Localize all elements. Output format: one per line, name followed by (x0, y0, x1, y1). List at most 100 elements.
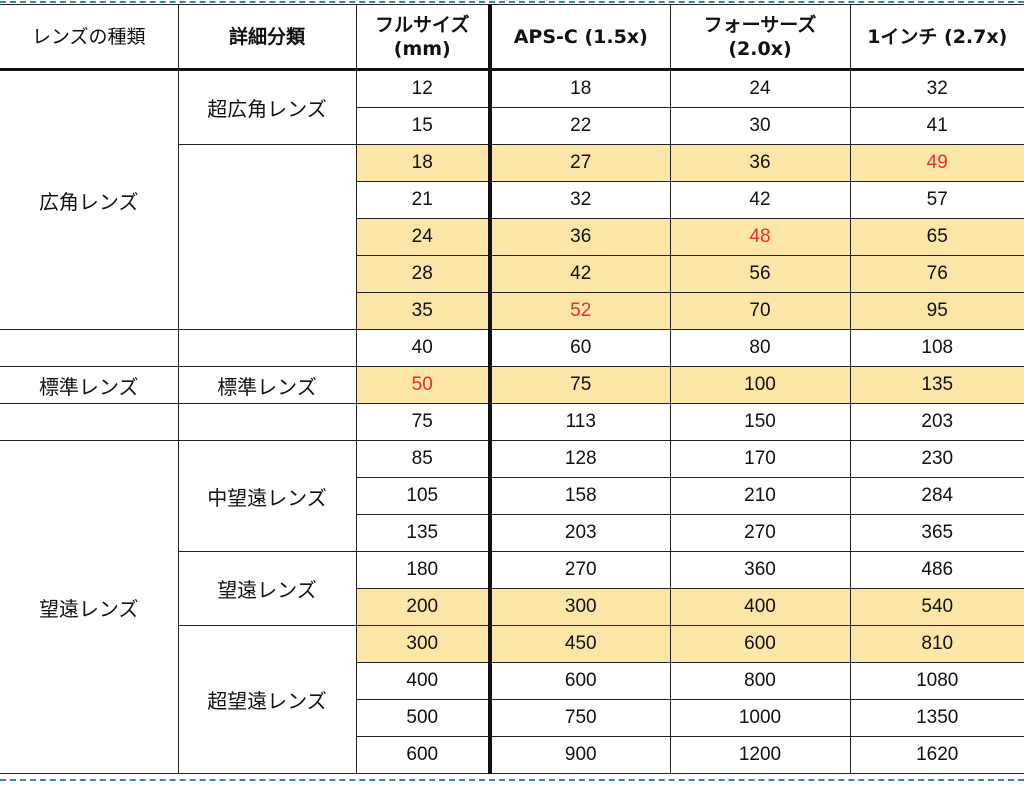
four-thirds-cell[interactable]: 70 (669, 292, 851, 330)
apsc-cell[interactable]: 113 (488, 403, 671, 441)
one-inch-cell[interactable]: 540 (849, 588, 1024, 626)
header-one-inch[interactable]: 1インチ (2.7x) (849, 4, 1024, 70)
four-thirds-cell[interactable]: 42 (669, 181, 851, 219)
one-inch-cell[interactable]: 32 (849, 68, 1024, 108)
apsc-cell[interactable]: 300 (488, 588, 671, 626)
lens-type-cell-standard[interactable]: 標準レンズ (0, 366, 179, 404)
one-inch-cell[interactable]: 1620 (849, 736, 1024, 774)
sub-type-cell-super-tele[interactable]: 超望遠レンズ (177, 625, 357, 774)
full-frame-cell[interactable]: 600 (355, 736, 491, 774)
one-inch-cell[interactable]: 203 (849, 403, 1024, 441)
header-full-frame[interactable]: フルサイズ (mm) (355, 4, 491, 70)
four-thirds-cell[interactable]: 360 (669, 551, 851, 589)
header-lens-type[interactable]: レンズの種類 (0, 4, 179, 70)
header-apsc[interactable]: APS-C (1.5x) (488, 4, 671, 70)
one-inch-cell[interactable]: 65 (849, 218, 1024, 256)
full-frame-cell[interactable]: 200 (355, 588, 491, 626)
apsc-cell[interactable]: 600 (488, 662, 671, 700)
apsc-cell[interactable]: 750 (488, 699, 671, 737)
full-frame-cell[interactable]: 135 (355, 514, 491, 552)
four-thirds-cell[interactable]: 210 (669, 477, 851, 515)
full-frame-cell[interactable]: 24 (355, 218, 491, 256)
four-thirds-cell[interactable]: 30 (669, 107, 851, 145)
lens-type-cell-tele[interactable]: 望遠レンズ (0, 440, 179, 774)
one-inch-cell[interactable]: 1080 (849, 662, 1024, 700)
selection-border-top (0, 1, 1024, 3)
one-inch-cell[interactable]: 230 (849, 440, 1024, 478)
header-row: レンズの種類 詳細分類 フルサイズ (mm) APS-C (1.5x) フォーサ… (0, 4, 1024, 70)
full-frame-cell[interactable]: 105 (355, 477, 491, 515)
full-frame-cell[interactable]: 18 (355, 144, 491, 182)
apsc-cell[interactable]: 75 (488, 366, 671, 404)
sub-type-cell-empty[interactable] (177, 144, 357, 330)
apsc-cell[interactable]: 22 (488, 107, 671, 145)
full-frame-cell[interactable]: 180 (355, 551, 491, 589)
four-thirds-cell[interactable]: 800 (669, 662, 851, 700)
full-frame-cell[interactable]: 400 (355, 662, 491, 700)
four-thirds-cell[interactable]: 1000 (669, 699, 851, 737)
one-inch-cell[interactable]: 810 (849, 625, 1024, 663)
one-inch-cell[interactable]: 284 (849, 477, 1024, 515)
apsc-cell[interactable]: 32 (488, 181, 671, 219)
full-frame-cell[interactable]: 15 (355, 107, 491, 145)
four-thirds-cell[interactable]: 170 (669, 440, 851, 478)
sub-type-cell-ultra-wide[interactable]: 超広角レンズ (177, 68, 357, 145)
one-inch-cell[interactable]: 486 (849, 551, 1024, 589)
four-thirds-cell[interactable]: 80 (669, 329, 851, 367)
apsc-cell[interactable]: 36 (488, 218, 671, 256)
four-thirds-cell[interactable]: 600 (669, 625, 851, 663)
sub-type-cell-tele[interactable]: 望遠レンズ (177, 551, 357, 626)
header-four-thirds[interactable]: フォーサーズ (2.0x) (669, 4, 851, 70)
four-thirds-cell[interactable]: 400 (669, 588, 851, 626)
apsc-cell[interactable]: 900 (488, 736, 671, 774)
full-frame-cell[interactable]: 40 (355, 329, 491, 367)
one-inch-cell[interactable]: 49 (849, 144, 1024, 182)
sub-type-cell-empty[interactable] (177, 403, 357, 441)
full-frame-cell[interactable]: 85 (355, 440, 491, 478)
sub-type-cell-empty[interactable] (177, 329, 357, 367)
one-inch-cell[interactable]: 108 (849, 329, 1024, 367)
apsc-cell[interactable]: 158 (488, 477, 671, 515)
four-thirds-cell[interactable]: 270 (669, 514, 851, 552)
apsc-cell[interactable]: 18 (488, 68, 671, 108)
full-frame-cell[interactable]: 300 (355, 625, 491, 663)
one-inch-cell[interactable]: 95 (849, 292, 1024, 330)
apsc-cell[interactable]: 42 (488, 255, 671, 293)
apsc-cell[interactable]: 203 (488, 514, 671, 552)
table-row: 24 36 48 65 (0, 218, 1024, 256)
full-frame-cell[interactable]: 12 (355, 68, 491, 108)
full-frame-cell[interactable]: 28 (355, 255, 491, 293)
full-frame-cell[interactable]: 500 (355, 699, 491, 737)
header-sub-type[interactable]: 詳細分類 (177, 4, 357, 70)
four-thirds-cell[interactable]: 100 (669, 366, 851, 404)
apsc-cell[interactable]: 27 (488, 144, 671, 182)
four-thirds-cell[interactable]: 24 (669, 68, 851, 108)
lens-type-cell-empty[interactable] (0, 403, 179, 441)
apsc-cell[interactable]: 450 (488, 625, 671, 663)
sub-type-cell-standard[interactable]: 標準レンズ (177, 366, 357, 404)
apsc-cell[interactable]: 60 (488, 329, 671, 367)
four-thirds-cell[interactable]: 36 (669, 144, 851, 182)
full-frame-cell[interactable]: 21 (355, 181, 491, 219)
four-thirds-cell[interactable]: 1200 (669, 736, 851, 774)
one-inch-cell[interactable]: 57 (849, 181, 1024, 219)
one-inch-cell[interactable]: 1350 (849, 699, 1024, 737)
apsc-cell[interactable]: 128 (488, 440, 671, 478)
apsc-cell[interactable]: 52 (488, 292, 671, 330)
sub-type-cell-mid-tele[interactable]: 中望遠レンズ (177, 440, 357, 552)
table-row: 200 300 400 540 (0, 588, 1024, 626)
full-frame-cell[interactable]: 75 (355, 403, 491, 441)
full-frame-cell[interactable]: 50 (355, 366, 491, 404)
four-thirds-cell[interactable]: 150 (669, 403, 851, 441)
four-thirds-cell[interactable]: 48 (669, 218, 851, 256)
one-inch-cell[interactable]: 365 (849, 514, 1024, 552)
full-frame-cell[interactable]: 35 (355, 292, 491, 330)
one-inch-cell[interactable]: 135 (849, 366, 1024, 404)
one-inch-cell[interactable]: 76 (849, 255, 1024, 293)
lens-type-cell-empty[interactable] (0, 329, 179, 367)
focal-length-table: レンズの種類 詳細分類 フルサイズ (mm) APS-C (1.5x) フォーサ… (0, 4, 1024, 774)
lens-type-cell-wide[interactable]: 広角レンズ (0, 68, 179, 330)
one-inch-cell[interactable]: 41 (849, 107, 1024, 145)
four-thirds-cell[interactable]: 56 (669, 255, 851, 293)
apsc-cell[interactable]: 270 (488, 551, 671, 589)
